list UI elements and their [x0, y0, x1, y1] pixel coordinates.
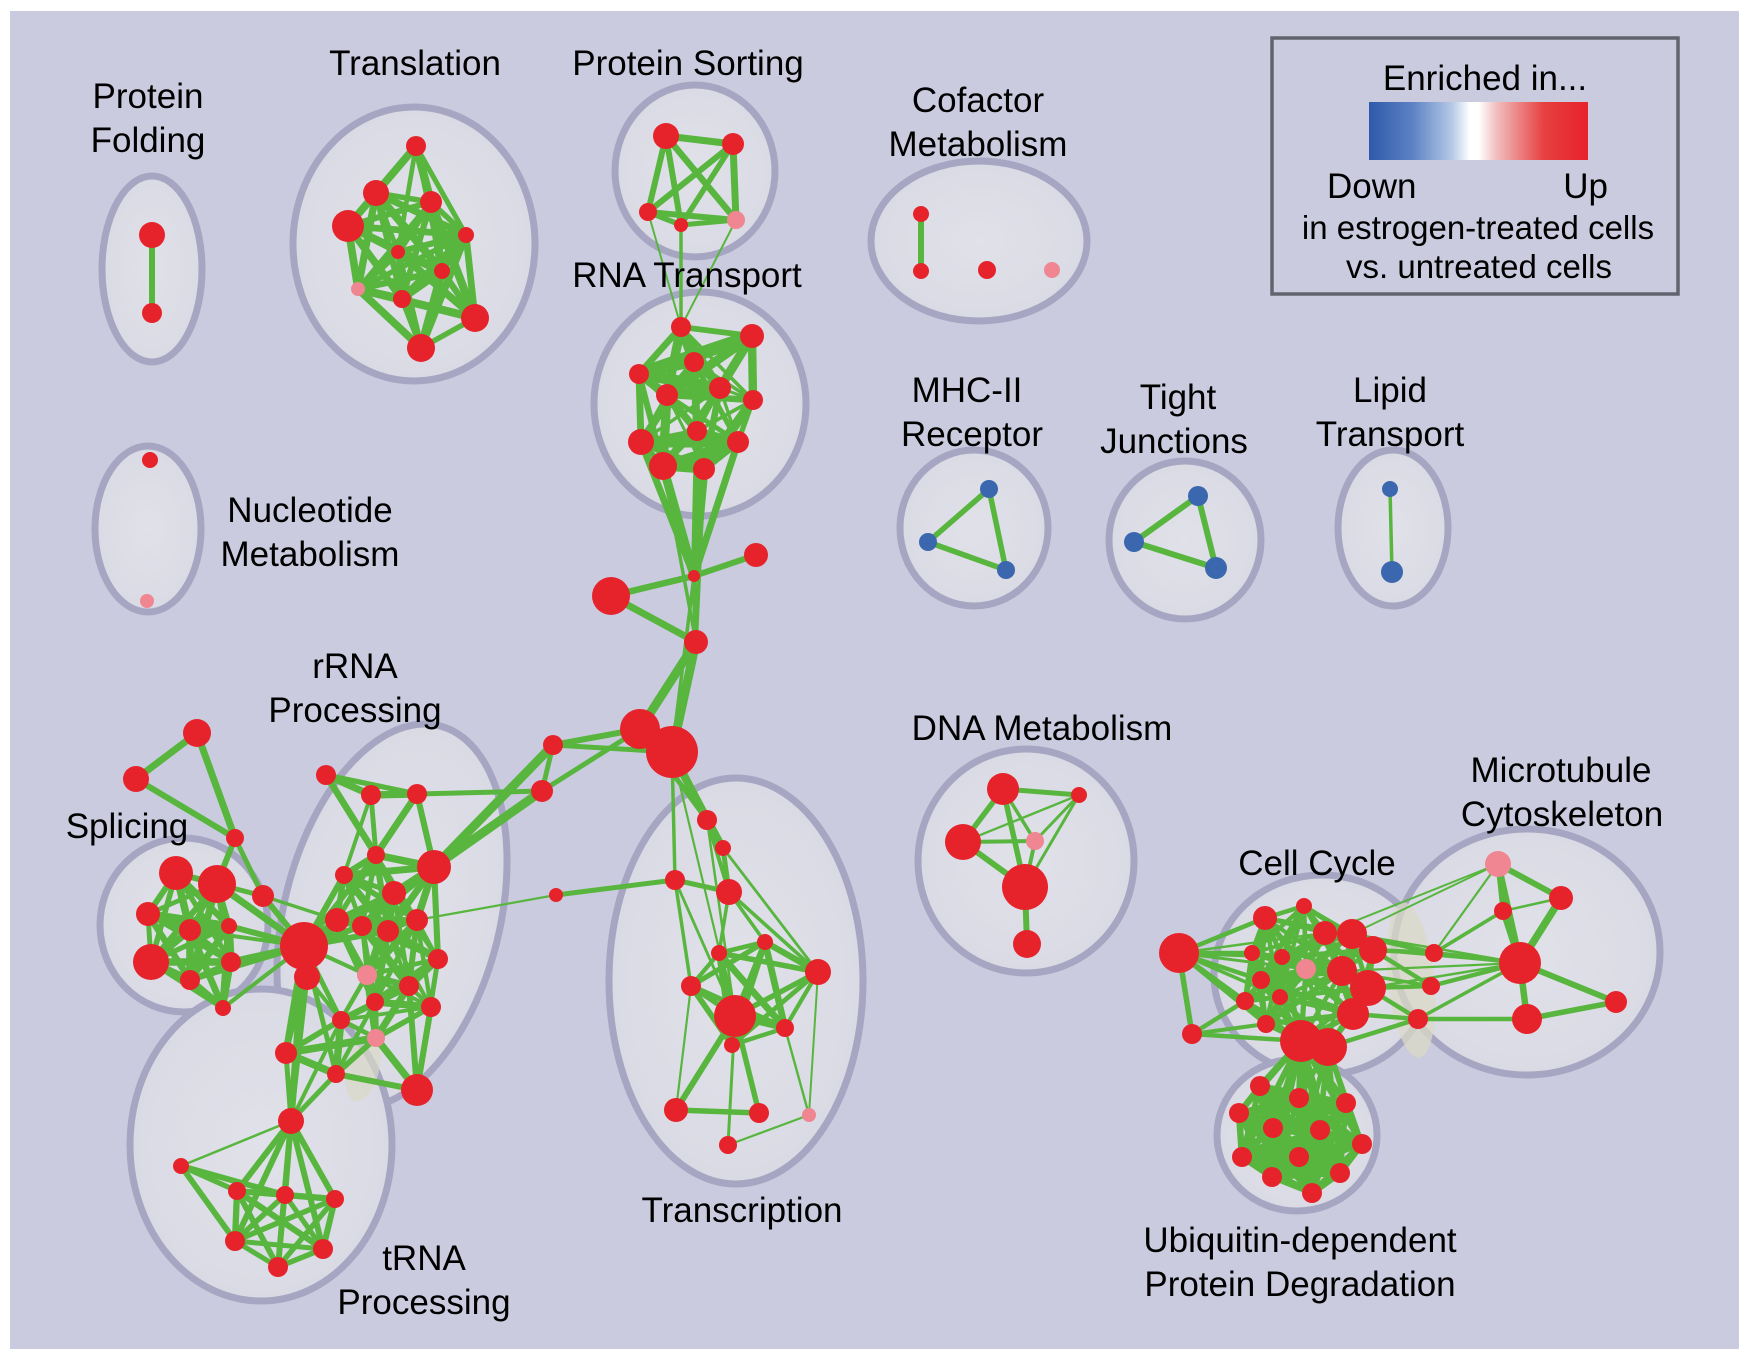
svg-text:Cytoskeleton: Cytoskeleton: [1461, 795, 1663, 834]
svg-text:MHC-II: MHC-II: [912, 371, 1023, 410]
svg-text:Down: Down: [1327, 167, 1416, 206]
svg-text:Protein: Protein: [93, 77, 204, 116]
svg-text:Ubiquitin-dependent: Ubiquitin-dependent: [1143, 1221, 1457, 1260]
svg-text:Lipid: Lipid: [1353, 371, 1427, 410]
svg-text:Transcription: Transcription: [642, 1191, 843, 1230]
svg-text:Nucleotide: Nucleotide: [227, 491, 392, 530]
svg-text:vs. untreated cells: vs. untreated cells: [1346, 248, 1612, 285]
svg-text:Protein Degradation: Protein Degradation: [1144, 1265, 1455, 1304]
svg-text:Receptor: Receptor: [901, 415, 1043, 454]
svg-text:DNA Metabolism: DNA Metabolism: [912, 709, 1173, 748]
svg-text:tRNA: tRNA: [382, 1239, 466, 1278]
svg-text:rRNA: rRNA: [312, 647, 398, 686]
svg-text:Translation: Translation: [329, 44, 501, 83]
svg-text:Junctions: Junctions: [1100, 422, 1248, 461]
svg-text:Processing: Processing: [268, 691, 441, 730]
svg-text:Cell Cycle: Cell Cycle: [1238, 844, 1396, 883]
svg-text:in estrogen-treated cells: in estrogen-treated cells: [1302, 209, 1654, 246]
svg-text:Enriched in...: Enriched in...: [1383, 59, 1587, 98]
svg-text:Processing: Processing: [337, 1283, 510, 1322]
svg-text:Folding: Folding: [91, 121, 206, 160]
svg-text:Microtubule: Microtubule: [1471, 751, 1652, 790]
svg-text:Protein Sorting: Protein Sorting: [572, 44, 804, 83]
svg-text:Metabolism: Metabolism: [889, 125, 1068, 164]
svg-text:Tight: Tight: [1140, 378, 1217, 417]
svg-text:RNA Transport: RNA Transport: [572, 256, 802, 295]
svg-text:Metabolism: Metabolism: [221, 535, 400, 574]
svg-text:Up: Up: [1563, 167, 1608, 206]
svg-text:Splicing: Splicing: [66, 807, 189, 846]
svg-text:Transport: Transport: [1316, 415, 1465, 454]
svg-text:Cofactor: Cofactor: [912, 81, 1045, 120]
